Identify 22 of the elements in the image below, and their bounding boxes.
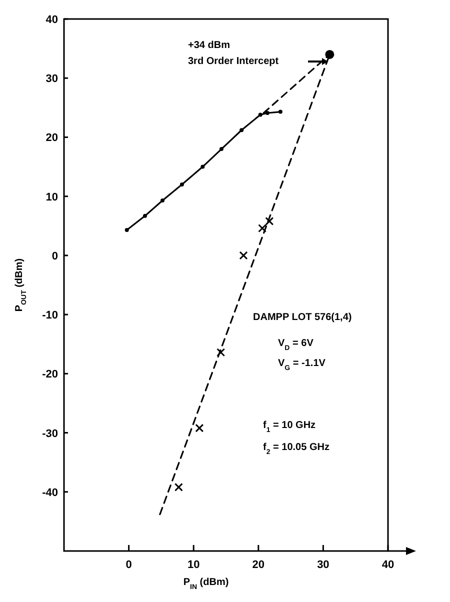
y-tick-label: 20 (46, 132, 58, 144)
y-tick-label: 30 (46, 73, 58, 86)
x-tick-label: 0 (126, 559, 132, 571)
y-tick-label: -20 (42, 368, 58, 381)
x-tick-label: 40 (382, 559, 394, 571)
annotation: +34 dBm (188, 40, 230, 51)
annotation: V$_{G}$ = -1.1V (278, 358, 326, 372)
x-tick-label: 30 (317, 559, 330, 571)
x-tick-label: 10 (187, 559, 200, 571)
y-tick-label: 10 (46, 191, 58, 204)
x-axis-title: P$_{IN}$ (dBm) (183, 577, 229, 590)
y-tick-label: -40 (42, 486, 58, 499)
annotation: f$_{1}$ = 10 GHz (263, 420, 316, 434)
annotation: V$_{D}$ = 6V (278, 338, 314, 352)
annotation: DAMPP LOT 576(1,4) (253, 312, 352, 323)
y-tick-label: 40 (46, 14, 58, 26)
y-tick-label: -30 (42, 428, 58, 440)
annotation: 3rd Order Intercept (188, 56, 280, 67)
x-tick-label: 20 (252, 559, 265, 571)
y-tick-label: -10 (42, 310, 58, 322)
y-tick-label: 0 (52, 250, 58, 262)
annotation: f$_{2}$ = 10.05 GHz (263, 442, 330, 456)
